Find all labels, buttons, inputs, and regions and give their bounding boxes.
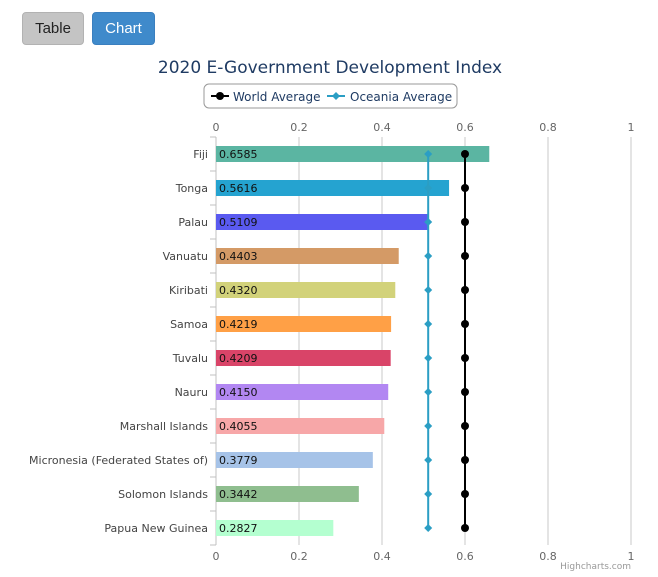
x-tick-label-bottom: 0.8	[539, 550, 557, 563]
world-average-marker	[461, 456, 469, 464]
bar	[216, 452, 373, 468]
oceania-average-marker	[424, 218, 433, 226]
data-label: 0.5616	[219, 182, 258, 195]
legend[interactable]: World Average Oceania Average	[203, 83, 458, 109]
data-label: 0.4219	[219, 318, 258, 331]
bar	[216, 520, 334, 536]
category-label: Micronesia (Federated States of)	[29, 454, 208, 467]
x-tick-label-bottom: 1	[628, 550, 635, 563]
x-tick-label-top: 1	[628, 121, 635, 134]
oceania-average-marker	[424, 252, 433, 260]
oceania-average-marker	[424, 456, 433, 464]
world-average-marker	[461, 422, 469, 430]
world-average-marker	[461, 354, 469, 362]
data-label: 0.5109	[219, 216, 258, 229]
bar	[216, 282, 396, 298]
category-label: Kiribati	[169, 284, 208, 297]
world-average-marker	[461, 388, 469, 396]
bar	[216, 180, 450, 196]
oceania-average-marker	[424, 354, 433, 362]
bar	[216, 146, 490, 162]
x-tick-label-bottom: 0	[213, 550, 220, 563]
world-average-marker	[461, 490, 469, 498]
category-label: Palau	[178, 216, 208, 229]
category-label: Samoa	[170, 318, 208, 331]
world-average-marker	[461, 286, 469, 294]
category-label: Papua New Guinea	[104, 522, 208, 535]
world-average-marker	[461, 252, 469, 260]
oceania-average-marker	[424, 490, 433, 498]
data-label: 0.4209	[219, 352, 258, 365]
world-average-marker	[461, 218, 469, 226]
bar	[216, 248, 399, 264]
oceania-average-legend-marker	[332, 92, 340, 100]
category-label: Marshall Islands	[120, 420, 209, 433]
oceania-average-marker	[424, 422, 433, 430]
category-label: Tuvalu	[172, 352, 208, 365]
legend-item-world-average[interactable]: World Average	[211, 90, 320, 104]
oceania-average-marker	[424, 524, 433, 532]
data-label: 0.4150	[219, 386, 258, 399]
average-lines-layer	[424, 150, 469, 532]
bar	[216, 214, 429, 230]
oceania-average-marker	[424, 388, 433, 396]
category-label: Tonga	[175, 182, 208, 195]
grid-layer	[210, 136, 632, 546]
x-tick-label-bottom: 0.4	[373, 550, 391, 563]
category-label: Solomon Islands	[118, 488, 208, 501]
bar	[216, 350, 391, 366]
x-tick-label-top: 0	[213, 121, 220, 134]
world-average-legend-marker	[216, 92, 224, 100]
data-label: 0.2827	[219, 522, 258, 535]
oceania-average-marker	[424, 150, 433, 158]
category-label: Nauru	[175, 386, 208, 399]
bar	[216, 418, 385, 434]
chart-view-button[interactable]: Chart	[92, 12, 155, 45]
bar	[216, 316, 392, 332]
labels-layer: 0 0 0.2 0.2 0.4 0.4 0.6 0.6 0.8 0.8 1 1 Fiji 0.6585 To…	[29, 121, 634, 563]
data-label: 0.6585	[219, 148, 258, 161]
legend-label-oceania-average: Oceania Average	[350, 90, 452, 104]
bar	[216, 384, 389, 400]
legend-label-world-average: World Average	[233, 90, 320, 104]
x-tick-label-top: 0.2	[290, 121, 308, 134]
world-average-marker	[461, 150, 469, 158]
category-label: Fiji	[193, 148, 208, 161]
data-label: 0.4055	[219, 420, 258, 433]
data-label: 0.4403	[219, 250, 258, 263]
data-label: 0.3442	[219, 488, 258, 501]
x-tick-label-top: 0.8	[539, 121, 557, 134]
x-tick-label-top: 0.4	[373, 121, 391, 134]
data-label: 0.3779	[219, 454, 258, 467]
category-label: Vanuatu	[163, 250, 208, 263]
x-tick-label-bottom: 0.6	[456, 550, 474, 563]
x-tick-label-bottom: 0.2	[290, 550, 308, 563]
oceania-average-marker	[424, 286, 433, 294]
oceania-average-marker	[424, 184, 433, 192]
chart-title: 2020 E-Government Development Index	[158, 58, 502, 78]
bars-layer	[216, 146, 490, 536]
legend-item-oceania-average[interactable]: Oceania Average	[327, 90, 452, 104]
oceania-average-marker	[424, 320, 433, 328]
bar	[216, 486, 359, 502]
credits-link[interactable]: Highcharts.com	[560, 562, 631, 572]
data-label: 0.4320	[219, 284, 258, 297]
world-average-marker	[461, 524, 469, 532]
world-average-marker	[461, 320, 469, 328]
world-average-marker	[461, 184, 469, 192]
x-tick-label-top: 0.6	[456, 121, 474, 134]
table-view-button[interactable]: Table	[22, 12, 84, 45]
